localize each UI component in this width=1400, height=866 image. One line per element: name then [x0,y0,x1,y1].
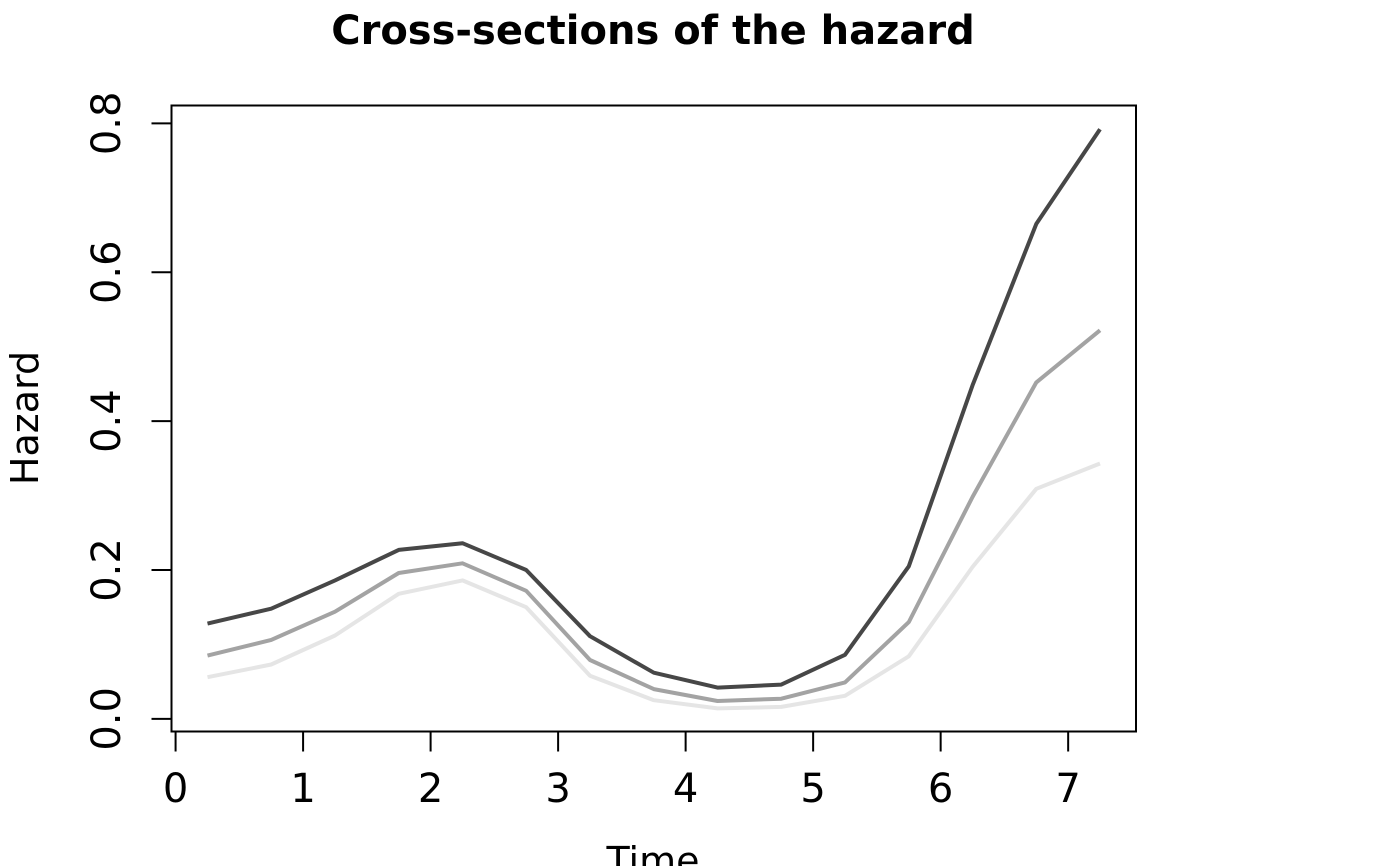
x-tick-label: 2 [418,766,443,812]
x-tick-label: 5 [800,766,825,812]
hazard-cross-section-dark-line [207,128,1102,690]
hazard-cross-section-light-line [207,461,1101,711]
y-axis-label: Hazard [3,351,47,485]
plot-box [170,104,1137,733]
hazard-cross-section-medium-line [207,328,1102,703]
y-tick-label: 0.6 [84,240,130,304]
y-tick-label: 0.0 [84,687,130,751]
x-tick-label: 4 [673,766,698,812]
y-axis: 0.0 0.2 0.4 0.6 0.8 [84,92,172,751]
x-axis-label: Time [606,839,700,866]
y-tick-label: 0.2 [84,538,130,602]
x-tick-label: 1 [290,766,315,812]
chart-title: Cross-sections of the hazard [331,8,975,54]
x-tick-label: 3 [545,766,570,812]
y-tick-label: 0.8 [84,92,130,156]
x-axis: 0 1 2 3 4 5 6 7 [163,731,1081,812]
x-tick-label: 6 [928,766,953,812]
series-lines [207,128,1102,711]
y-tick-label: 0.4 [84,389,130,453]
x-tick-label: 0 [163,766,188,812]
x-tick-label: 7 [1055,766,1080,812]
